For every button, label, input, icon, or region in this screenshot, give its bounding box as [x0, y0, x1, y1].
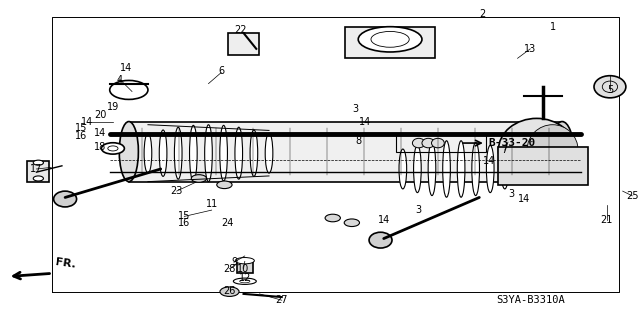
Ellipse shape [265, 133, 273, 173]
Text: 3: 3 [416, 205, 422, 215]
Text: 12: 12 [239, 273, 251, 283]
Text: 8: 8 [355, 136, 362, 145]
Ellipse shape [234, 278, 256, 285]
Ellipse shape [109, 80, 148, 100]
Text: 23: 23 [170, 186, 183, 196]
Text: 14: 14 [378, 215, 390, 225]
Ellipse shape [33, 160, 44, 165]
Ellipse shape [413, 145, 421, 193]
Ellipse shape [501, 149, 509, 189]
Text: 21: 21 [600, 215, 613, 225]
Ellipse shape [486, 145, 494, 193]
Text: 14: 14 [94, 128, 106, 137]
Text: 26: 26 [223, 286, 236, 296]
Bar [129, 122, 562, 182]
Text: 3: 3 [508, 189, 514, 199]
Text: 27: 27 [275, 295, 288, 305]
Text: 25: 25 [626, 191, 639, 201]
Ellipse shape [499, 118, 575, 182]
Ellipse shape [594, 76, 626, 98]
Ellipse shape [159, 130, 167, 176]
Ellipse shape [101, 143, 124, 154]
Text: B-33-20: B-33-20 [489, 138, 536, 148]
Text: 1: 1 [550, 22, 556, 32]
Ellipse shape [33, 176, 44, 181]
Ellipse shape [472, 142, 479, 196]
Bar [346, 27, 435, 58]
Text: 17: 17 [30, 164, 43, 174]
Ellipse shape [220, 125, 227, 181]
Ellipse shape [189, 125, 197, 181]
Bar [27, 161, 49, 182]
Ellipse shape [119, 122, 138, 182]
Text: 3: 3 [352, 104, 358, 114]
Text: 13: 13 [524, 44, 536, 54]
Text: 14: 14 [483, 156, 495, 166]
Text: 16: 16 [178, 219, 190, 228]
Text: 6: 6 [218, 66, 224, 76]
Bar [237, 261, 253, 273]
Ellipse shape [220, 287, 239, 296]
Ellipse shape [325, 214, 340, 222]
Bar [396, 134, 486, 152]
Ellipse shape [527, 125, 578, 175]
Text: 7: 7 [502, 145, 508, 155]
Ellipse shape [191, 175, 207, 182]
Text: 4: 4 [116, 76, 122, 85]
Ellipse shape [431, 138, 444, 148]
Ellipse shape [399, 149, 406, 189]
Ellipse shape [144, 133, 152, 173]
Ellipse shape [422, 138, 435, 148]
Ellipse shape [369, 232, 392, 248]
Text: 28: 28 [223, 263, 236, 274]
Ellipse shape [217, 181, 232, 189]
Ellipse shape [344, 219, 360, 226]
Text: 24: 24 [221, 218, 234, 228]
Ellipse shape [174, 127, 182, 179]
Text: 19: 19 [107, 102, 119, 112]
Text: 15: 15 [75, 123, 87, 133]
Bar [499, 147, 588, 185]
Ellipse shape [236, 257, 254, 264]
Text: 20: 20 [94, 110, 106, 120]
Text: 14: 14 [120, 63, 132, 73]
Ellipse shape [358, 27, 422, 52]
Ellipse shape [428, 142, 436, 196]
Text: 9: 9 [231, 257, 237, 267]
Ellipse shape [205, 125, 212, 182]
Text: 22: 22 [234, 25, 246, 35]
Text: 11: 11 [205, 199, 218, 209]
Text: 14: 14 [358, 116, 371, 127]
Text: 14: 14 [518, 194, 530, 204]
Ellipse shape [443, 141, 451, 197]
Ellipse shape [235, 127, 243, 179]
Text: 2: 2 [479, 9, 486, 19]
Text: 18: 18 [94, 142, 106, 152]
Ellipse shape [54, 191, 77, 207]
Ellipse shape [250, 130, 258, 176]
Text: 16: 16 [75, 131, 87, 141]
Text: FR.: FR. [54, 257, 76, 270]
Text: 10: 10 [237, 263, 250, 274]
Text: 14: 14 [81, 116, 93, 127]
Ellipse shape [550, 122, 573, 182]
Text: S3YA-B3310A: S3YA-B3310A [496, 295, 564, 305]
Ellipse shape [457, 141, 465, 197]
Text: 15: 15 [178, 211, 191, 221]
Text: 5: 5 [607, 85, 613, 95]
Bar [228, 33, 259, 55]
Ellipse shape [412, 138, 425, 148]
